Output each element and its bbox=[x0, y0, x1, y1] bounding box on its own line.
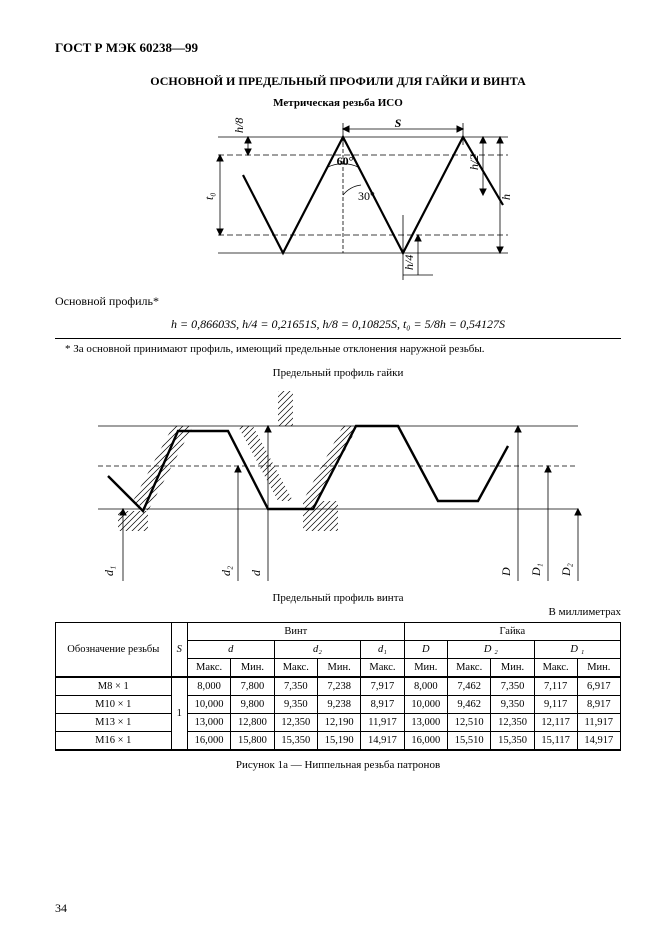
label-S: S bbox=[395, 116, 402, 130]
label-h8: h/8 bbox=[232, 118, 246, 133]
units-label: В миллиметрах bbox=[55, 606, 621, 618]
label-h2: h/2 bbox=[467, 155, 481, 170]
th-max: Макс. bbox=[274, 659, 317, 678]
th-D2: D ₂ bbox=[447, 641, 534, 659]
th-min: Мин. bbox=[577, 659, 620, 678]
basic-profile-label: Основной профиль* bbox=[55, 294, 621, 309]
th-max: Макс. bbox=[361, 659, 404, 678]
page-title: ОСНОВНОЙ И ПРЕДЕЛЬНЫЙ ПРОФИЛИ ДЛЯ ГАЙКИ … bbox=[55, 74, 621, 89]
th-screw: Винт bbox=[187, 623, 404, 641]
label-h4: h/4 bbox=[402, 255, 416, 270]
th-d1: d₁ bbox=[361, 641, 404, 659]
th-max: Макс. bbox=[187, 659, 230, 678]
label-d2: d₂ bbox=[219, 566, 233, 576]
label-D2: D₂ bbox=[559, 563, 573, 577]
page-subtitle: Метрическая резьба ИСО bbox=[55, 97, 621, 109]
label-t0: t₀ bbox=[202, 192, 216, 200]
thread-profile-basic-diagram: S 60° 30° h/8 t₀ h/2 h h/4 bbox=[148, 115, 528, 290]
thread-dimensions-table: Обозначение резьбы S Винт Гайка d d₂ d₁ … bbox=[55, 622, 621, 751]
footnote: * За основной принимают профиль, имеющий… bbox=[65, 343, 621, 355]
table-row: М13 × 113,00012,80012,35012,19011,91713,… bbox=[56, 714, 621, 732]
th-D: D bbox=[404, 641, 447, 659]
table-row: М10 × 110,0009,8009,3509,2388,91710,0009… bbox=[56, 696, 621, 714]
table-row: М16 × 116,00015,80015,35015,19014,91716,… bbox=[56, 732, 621, 751]
document-id: ГОСТ Р МЭК 60238—99 bbox=[55, 40, 621, 56]
th-min: Мин. bbox=[231, 659, 274, 678]
label-60: 60° bbox=[337, 154, 354, 168]
label-D1: D₁ bbox=[529, 563, 543, 577]
page-number: 34 bbox=[55, 901, 67, 916]
thread-profile-limit-diagram: d₁ d₂ d D D₁ D₂ bbox=[78, 381, 598, 596]
label-30: 30° bbox=[358, 189, 375, 203]
th-D1: D ₁ bbox=[534, 641, 620, 659]
th-max: Макс. bbox=[447, 659, 490, 678]
th-max: Макс. bbox=[534, 659, 577, 678]
label-h: h bbox=[499, 194, 513, 200]
divider bbox=[55, 338, 621, 339]
label-d: d bbox=[249, 569, 263, 576]
nut-limit-profile-label: Предельный профиль гайки bbox=[55, 367, 621, 379]
th-S: S bbox=[171, 623, 187, 678]
th-nut: Гайка bbox=[404, 623, 620, 641]
th-d: d bbox=[187, 641, 274, 659]
th-thread: Обозначение резьбы bbox=[56, 623, 172, 678]
label-D: D bbox=[499, 567, 513, 577]
th-min: Мин. bbox=[491, 659, 534, 678]
profile-formula: h = 0,86603S, h/4 = 0,21651S, h/8 = 0,10… bbox=[55, 317, 621, 332]
th-min: Мин. bbox=[317, 659, 360, 678]
figure-caption: Рисунок 1a — Ниппельная резьба патронов bbox=[55, 759, 621, 771]
th-min: Мин. bbox=[404, 659, 447, 678]
label-d1: d₁ bbox=[102, 566, 116, 576]
th-d2: d₂ bbox=[274, 641, 361, 659]
screw-limit-profile-label: Предельный профиль винта bbox=[55, 592, 621, 604]
table-row: М8 × 118,0007,8007,3507,2387,9178,0007,4… bbox=[56, 677, 621, 696]
